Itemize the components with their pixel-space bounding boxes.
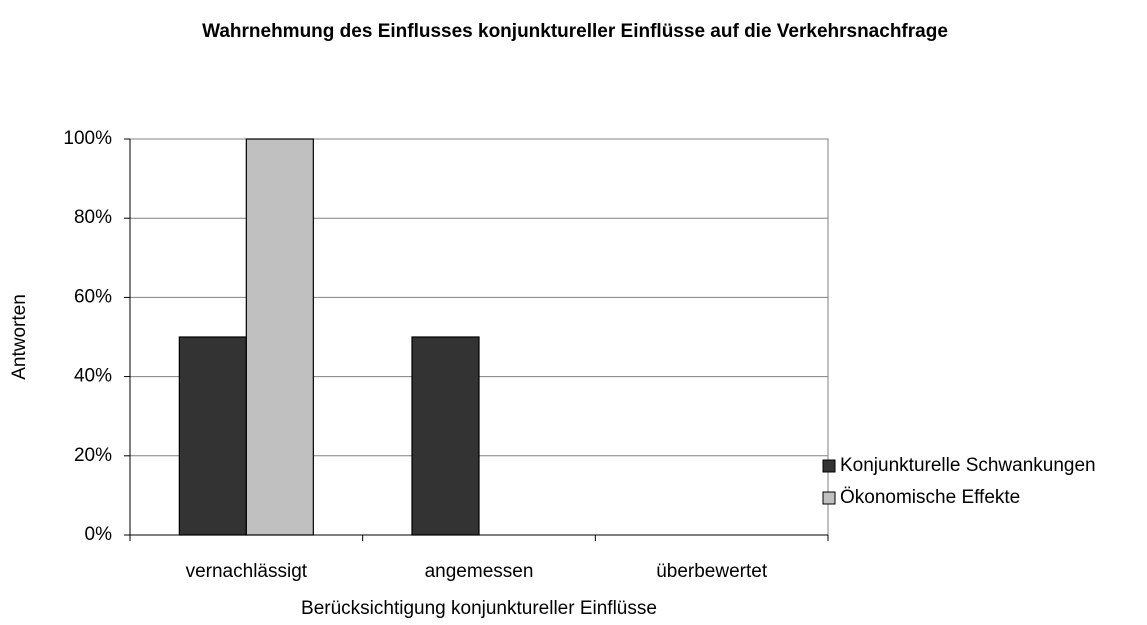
x-axis-label: Berücksichtigung konjunktureller Einflüs… bbox=[301, 598, 657, 619]
chart-title: Wahrnehmung des Einflusses konjunkturell… bbox=[202, 21, 948, 42]
y-tick-label: 60% bbox=[74, 286, 112, 307]
x-tick-label: vernachlässigt bbox=[186, 561, 308, 582]
legend-label: Ökonomische Effekte bbox=[840, 487, 1020, 508]
bar bbox=[245, 138, 314, 536]
y-tick-label: 0% bbox=[85, 524, 113, 545]
legend-label: Konjunkturelle Schwankungen bbox=[840, 455, 1096, 476]
x-tick-label: angemessen bbox=[425, 561, 534, 582]
y-tick-label: 20% bbox=[74, 445, 112, 466]
y-axis-label: Antworten bbox=[9, 294, 30, 380]
y-tick-label: 40% bbox=[74, 366, 112, 387]
bar bbox=[411, 336, 480, 536]
legend-swatch bbox=[822, 491, 836, 505]
y-tick-label: 80% bbox=[74, 207, 112, 228]
y-tick-label: 100% bbox=[63, 128, 112, 149]
bar bbox=[178, 336, 247, 536]
legend-swatch bbox=[822, 459, 836, 473]
x-tick-label: überbewertet bbox=[656, 561, 768, 582]
